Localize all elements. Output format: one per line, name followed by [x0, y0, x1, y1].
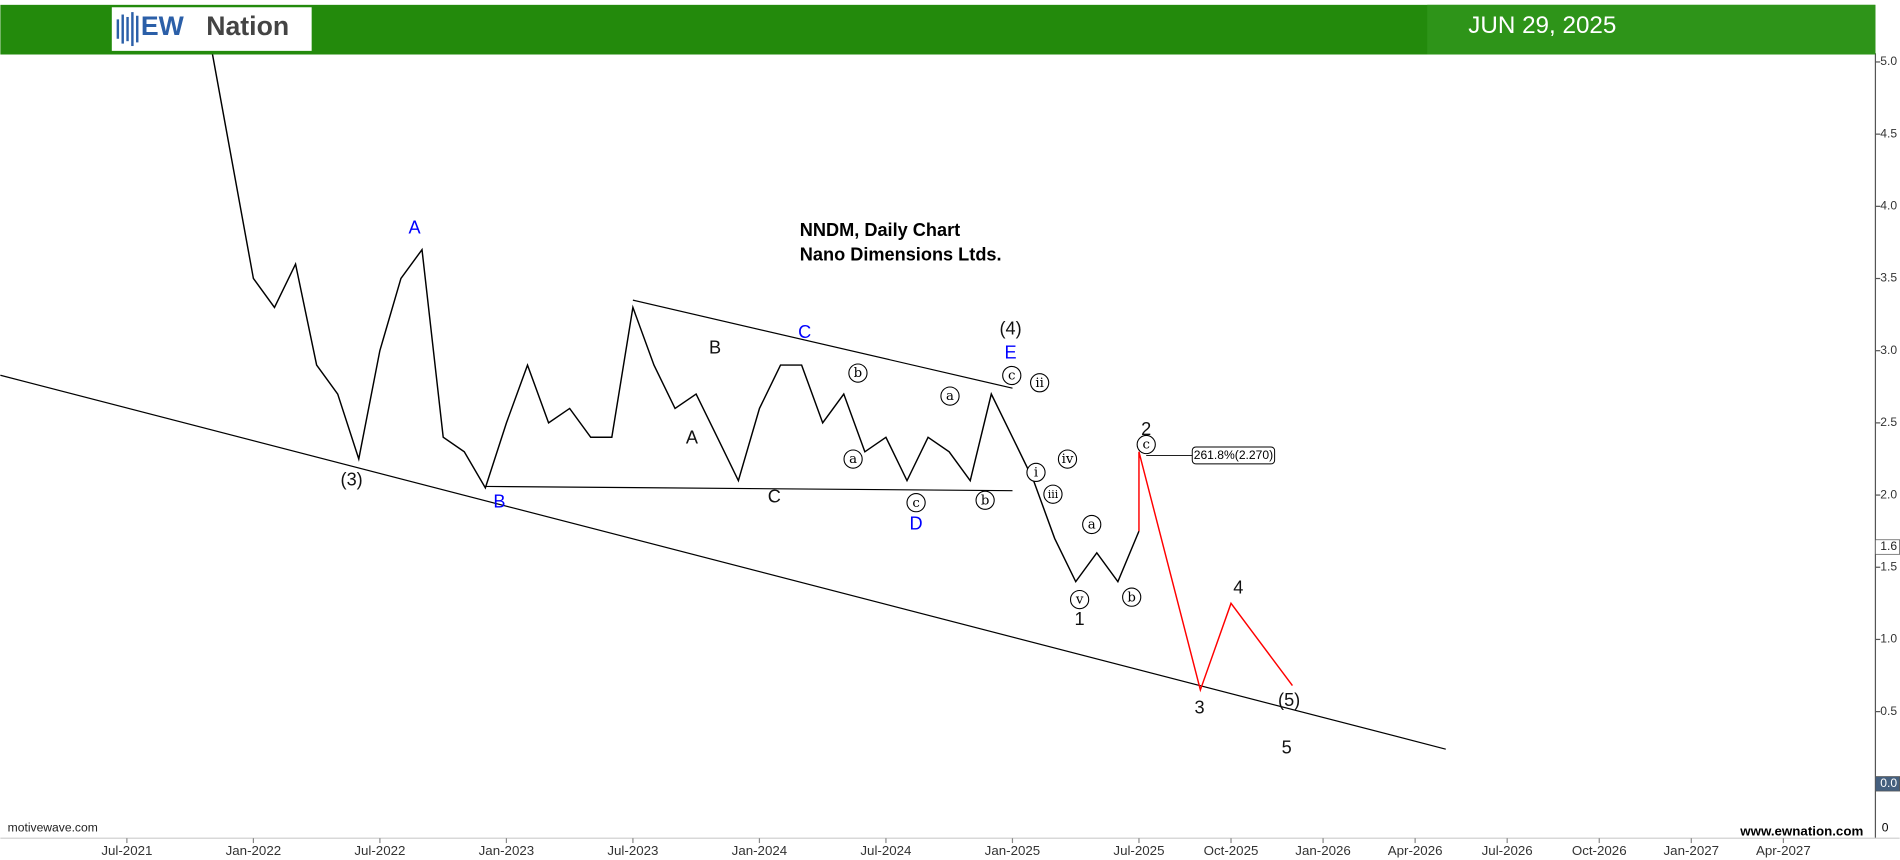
wave-label: A	[409, 218, 422, 238]
x-tick-label: Jan-2027	[1664, 843, 1720, 858]
wave-label: b	[854, 366, 863, 381]
wave-label: i	[1034, 466, 1038, 481]
price-marker-label: 1.6	[1880, 539, 1897, 553]
y-tick-label: 4.0	[1880, 199, 1897, 213]
x-tick-label: Jan-2026	[1295, 843, 1351, 858]
source-left: motivewave.com	[8, 821, 98, 835]
wave-circle	[975, 490, 995, 510]
wave-circle	[1030, 373, 1050, 393]
chart-subtitle: Nano Dimensions Ltds.	[800, 244, 1002, 264]
x-tick-label: Jul-2023	[607, 843, 658, 858]
wave-circle	[1057, 449, 1078, 469]
wave-label: 1	[1075, 609, 1085, 629]
x-tick-label: Apr-2026	[1388, 843, 1443, 858]
chart-title: NNDM, Daily Chart	[800, 220, 960, 240]
logo-mark: EW	[141, 11, 185, 41]
wave-label: iii	[1048, 488, 1059, 501]
x-tick-label: Jul-2025	[1113, 843, 1164, 858]
header-date: JUN 29, 2025	[1468, 12, 1616, 39]
wave-label: E	[1005, 342, 1017, 362]
wave-label: A	[686, 427, 699, 447]
wave-label: (4)	[999, 318, 1021, 338]
wave-label: 2	[1141, 419, 1151, 439]
date-box	[1427, 4, 1876, 55]
wave-label: C	[768, 487, 781, 507]
wave-label: b	[981, 493, 990, 508]
y-tick-label: 2.5	[1880, 415, 1897, 429]
trendline	[632, 299, 1013, 389]
x-tick-label: Jan-2023	[479, 843, 535, 858]
wave-circle	[1043, 484, 1063, 504]
wave-circle	[848, 363, 868, 383]
y-tick-label: 1.0	[1880, 632, 1897, 646]
x-tick-label: Jan-2024	[732, 843, 788, 858]
wave-label: v	[1075, 593, 1084, 608]
wave-label: a	[849, 452, 857, 467]
x-tick-label: Jan-2022	[226, 843, 282, 858]
wave-label: C	[798, 322, 811, 342]
axis-corner: 0	[1882, 821, 1889, 835]
wave-label: (3)	[341, 470, 363, 490]
x-tick-label: Jan-2025	[985, 843, 1041, 858]
header: EW Nation JUN 29, 2025	[0, 4, 1876, 55]
wave-label: 3	[1194, 697, 1204, 717]
y-tick-label: 2.0	[1880, 487, 1897, 501]
wave-label: c	[912, 496, 919, 511]
wave-label: a	[946, 389, 954, 404]
wave-label: B	[709, 338, 721, 358]
x-tick-label: Jul-2021	[101, 843, 152, 858]
x-tick-label: Jul-2022	[354, 843, 405, 858]
y-tick-label: 3.5	[1880, 271, 1897, 285]
y-tick-label: 0.5	[1880, 704, 1897, 718]
wave-circle	[1136, 434, 1156, 455]
x-tick-label: Oct-2026	[1572, 843, 1627, 858]
wave-circle	[940, 386, 960, 406]
source-right: www.ewnation.com	[1739, 824, 1863, 839]
fib-label: 261.8%(2.270)	[1194, 448, 1273, 462]
wave-circle	[1122, 587, 1142, 607]
wave-label: 4	[1233, 577, 1243, 597]
wave-label: c	[1142, 438, 1149, 453]
wave-label: (5)	[1278, 690, 1300, 710]
price-marker-label: 0.0	[1880, 776, 1897, 790]
fib-box	[1191, 446, 1276, 465]
trendline	[0, 374, 1446, 750]
logo-icon	[116, 12, 139, 47]
wave-circle	[1082, 514, 1102, 535]
x-tick-label: Jul-2026	[1482, 843, 1533, 858]
logo-text: Nation	[206, 11, 289, 41]
wave-label: ii	[1035, 376, 1044, 391]
wave-circle	[1002, 365, 1022, 386]
wave-label: a	[1088, 518, 1096, 533]
x-tick-label: Apr-2027	[1756, 843, 1811, 858]
y-tick-label: 5.0	[1880, 54, 1897, 68]
wave-circle	[843, 449, 863, 469]
wave-label: B	[493, 491, 505, 511]
y-tick-label: 1.5	[1880, 559, 1897, 573]
wave-label: 5	[1282, 737, 1292, 757]
wave-circle	[906, 493, 926, 513]
trendline	[485, 485, 1013, 492]
x-tick-label: Jul-2024	[860, 843, 912, 858]
wave-label: iv	[1062, 452, 1074, 467]
price-line	[210, 47, 1140, 584]
wave-circle	[1069, 589, 1090, 610]
wave-label: D	[910, 513, 923, 533]
wave-label: c	[1008, 369, 1015, 384]
y-tick-label: 4.5	[1880, 126, 1897, 140]
wave-label: b	[1127, 590, 1136, 605]
x-tick-label: Oct-2025	[1204, 843, 1259, 858]
y-tick-label: 3.0	[1880, 343, 1897, 357]
wave-circle	[1026, 462, 1046, 483]
projection-line	[1138, 451, 1294, 693]
logo-box	[111, 7, 312, 51]
